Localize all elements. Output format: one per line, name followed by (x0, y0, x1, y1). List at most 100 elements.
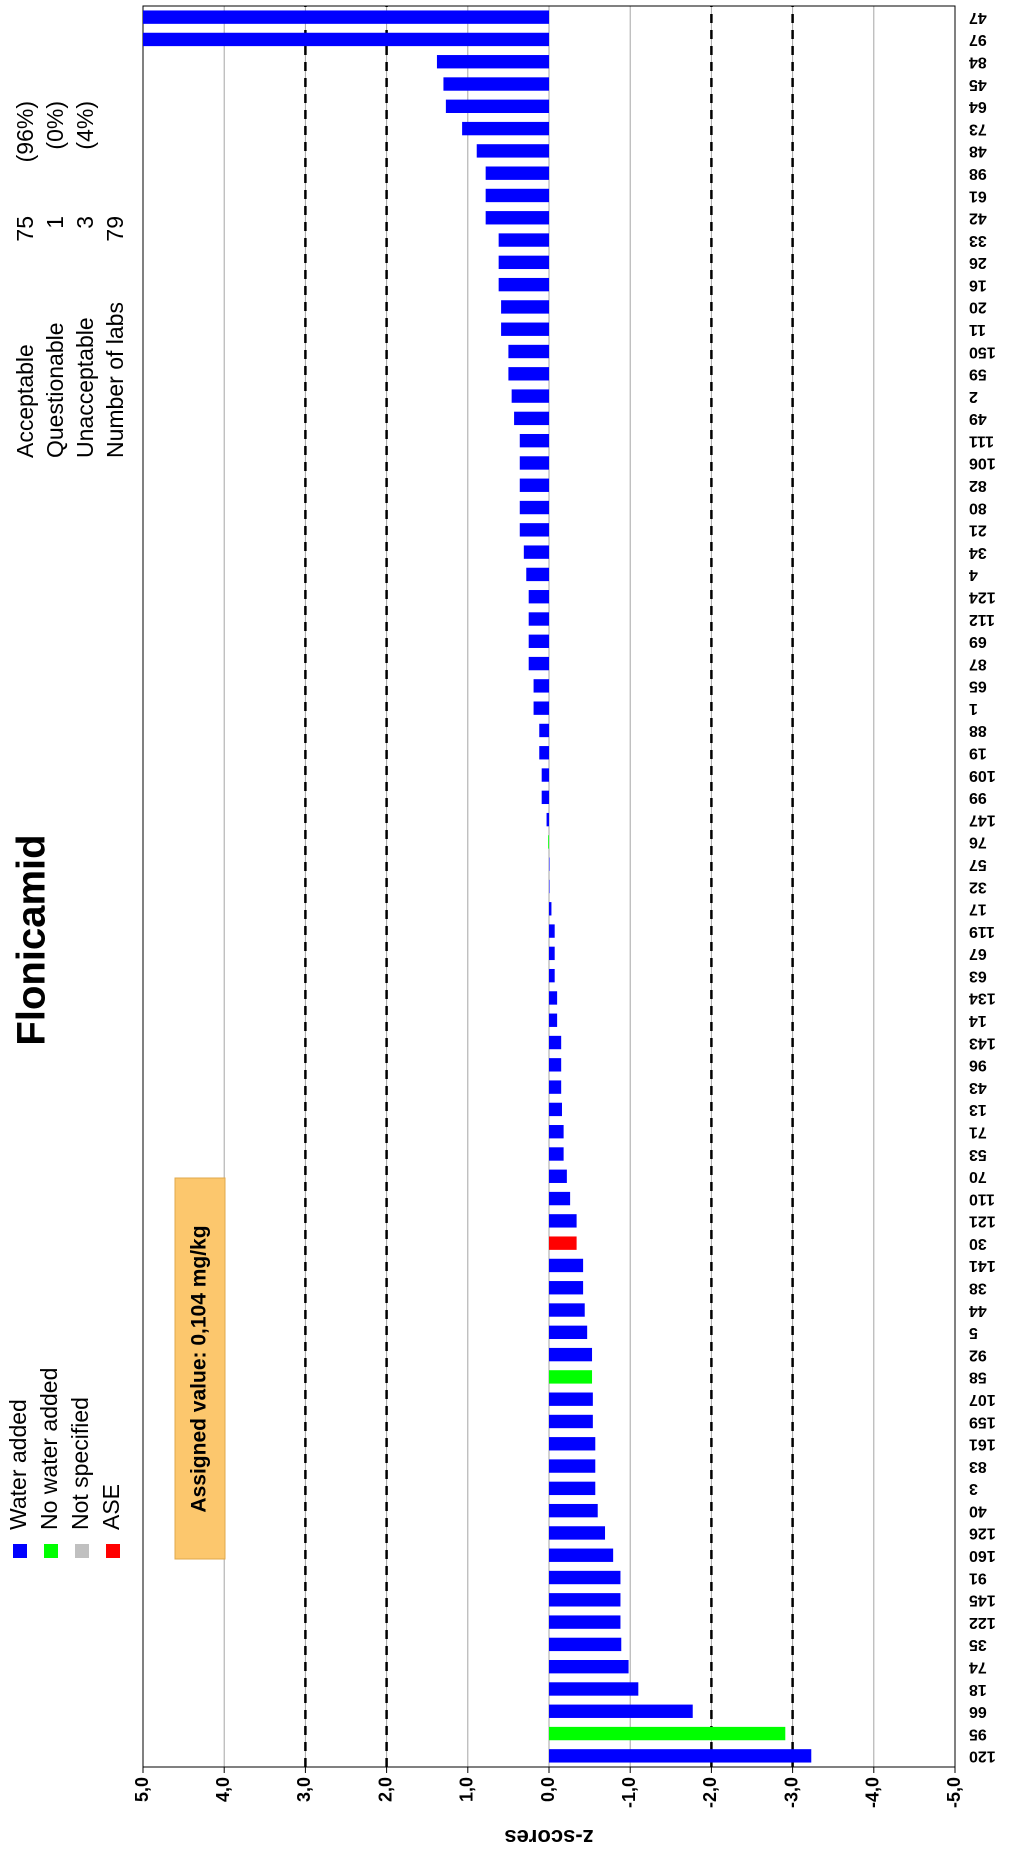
bar (549, 1169, 567, 1183)
x-tick-label: 14 (969, 1012, 987, 1029)
y-axis-label: z-scores (504, 1825, 593, 1850)
x-tick-label: 67 (969, 945, 987, 962)
x-tick-label: 110 (969, 1190, 995, 1207)
bar (143, 32, 549, 47)
stat-label: Number of labs (102, 302, 128, 458)
bar (549, 879, 550, 894)
x-tick-label: 70 (969, 1168, 987, 1185)
bar (548, 835, 549, 849)
x-tick-label: 91 (969, 1569, 987, 1586)
bar (549, 1437, 596, 1451)
y-tick-label: 0,0 (538, 1777, 558, 1802)
legend-swatch (106, 1544, 120, 1558)
y-tick-label: -5,0 (944, 1777, 964, 1808)
bar (443, 77, 549, 91)
bar (549, 1749, 812, 1763)
bar (549, 1102, 562, 1117)
x-tick-label: 32 (969, 878, 987, 895)
bar (143, 10, 549, 24)
x-tick-label: 47 (969, 9, 987, 26)
x-tick-label: 64 (969, 98, 987, 115)
bar (523, 545, 550, 559)
bar (549, 946, 555, 961)
bar (549, 1236, 577, 1250)
stat-label: Acceptable (12, 344, 38, 458)
bar (514, 411, 549, 426)
y-tick-label: -4,0 (863, 1777, 883, 1808)
x-tick-label: 109 (969, 767, 996, 784)
x-tick-label: 150 (969, 343, 996, 360)
stat-count: 75 (12, 216, 38, 242)
bar (549, 1548, 614, 1562)
x-tick-label: 11 (969, 321, 986, 338)
x-tick-label: 48 (969, 143, 987, 160)
bar (528, 590, 550, 604)
bar (436, 55, 549, 69)
bar (549, 1281, 584, 1295)
stat-label: Unacceptable (72, 317, 98, 458)
x-tick-label: 121 (969, 1213, 996, 1230)
y-tick-label: -3,0 (781, 1777, 801, 1808)
bar (549, 1214, 577, 1228)
plot-frame (142, 5, 956, 1768)
stat-label: Questionable (42, 322, 68, 458)
x-tick-label: 107 (969, 1391, 996, 1408)
x-tick-label: 143 (969, 1034, 996, 1051)
x-tick-label: 18 (969, 1681, 987, 1698)
x-tick-label: 44 (969, 1302, 987, 1319)
x-tick-label: 40 (969, 1502, 987, 1519)
bar (549, 902, 552, 916)
bar (462, 121, 549, 136)
x-tick-label: 26 (969, 254, 987, 271)
bar (501, 300, 550, 314)
bar (549, 1125, 564, 1139)
x-tick-label: 21 (969, 522, 987, 539)
bar (541, 768, 550, 782)
bar (549, 857, 550, 871)
bar (541, 790, 550, 805)
bar (485, 166, 549, 180)
legend-swatch (75, 1544, 89, 1558)
y-tick-label: 5,0 (132, 1777, 152, 1802)
x-tick-label: 1 (969, 700, 978, 717)
y-tick-label: 4,0 (213, 1777, 233, 1802)
x-tick-label: 16 (969, 276, 987, 293)
x-tick-label: 98 (969, 165, 987, 182)
x-tick-label: 57 (969, 856, 987, 873)
bar (549, 1325, 588, 1340)
x-tick-label: 111 (969, 432, 994, 449)
legend-label: ASE (98, 1484, 124, 1530)
bar (498, 233, 550, 247)
bar (549, 1682, 639, 1696)
x-tick-label: 69 (969, 633, 987, 650)
x-tick-label: 126 (969, 1525, 996, 1542)
bar (549, 1414, 593, 1429)
x-tick-label: 73 (969, 120, 987, 137)
x-tick-label: 96 (969, 1057, 987, 1074)
x-tick-label: 61 (969, 187, 987, 204)
x-tick-label: 49 (969, 410, 987, 427)
bar (519, 500, 550, 515)
bar (533, 679, 550, 693)
bar (549, 1593, 621, 1607)
x-tick-label: 19 (969, 745, 987, 762)
x-tick-label: 4 (969, 566, 978, 583)
bar (549, 1080, 562, 1094)
bar (519, 523, 550, 537)
x-tick-label: 3 (969, 1480, 978, 1497)
bar (549, 1526, 606, 1540)
x-tick-label: 58 (969, 1369, 987, 1386)
x-tick-label: 159 (969, 1413, 996, 1430)
x-tick-label: 65 (969, 678, 987, 695)
x-tick-label: 30 (969, 1235, 987, 1252)
x-tick-label: 95 (969, 1725, 987, 1742)
x-tick-label: 124 (969, 588, 996, 605)
bar (549, 924, 555, 938)
x-tick-label: 80 (969, 499, 987, 516)
x-tick-label: 5 (969, 1324, 978, 1341)
x-tick-label: 120 (969, 1748, 996, 1765)
stat-percent: (96%) (12, 101, 38, 162)
legend-label: Water added (5, 1399, 31, 1530)
bar (549, 1704, 693, 1718)
